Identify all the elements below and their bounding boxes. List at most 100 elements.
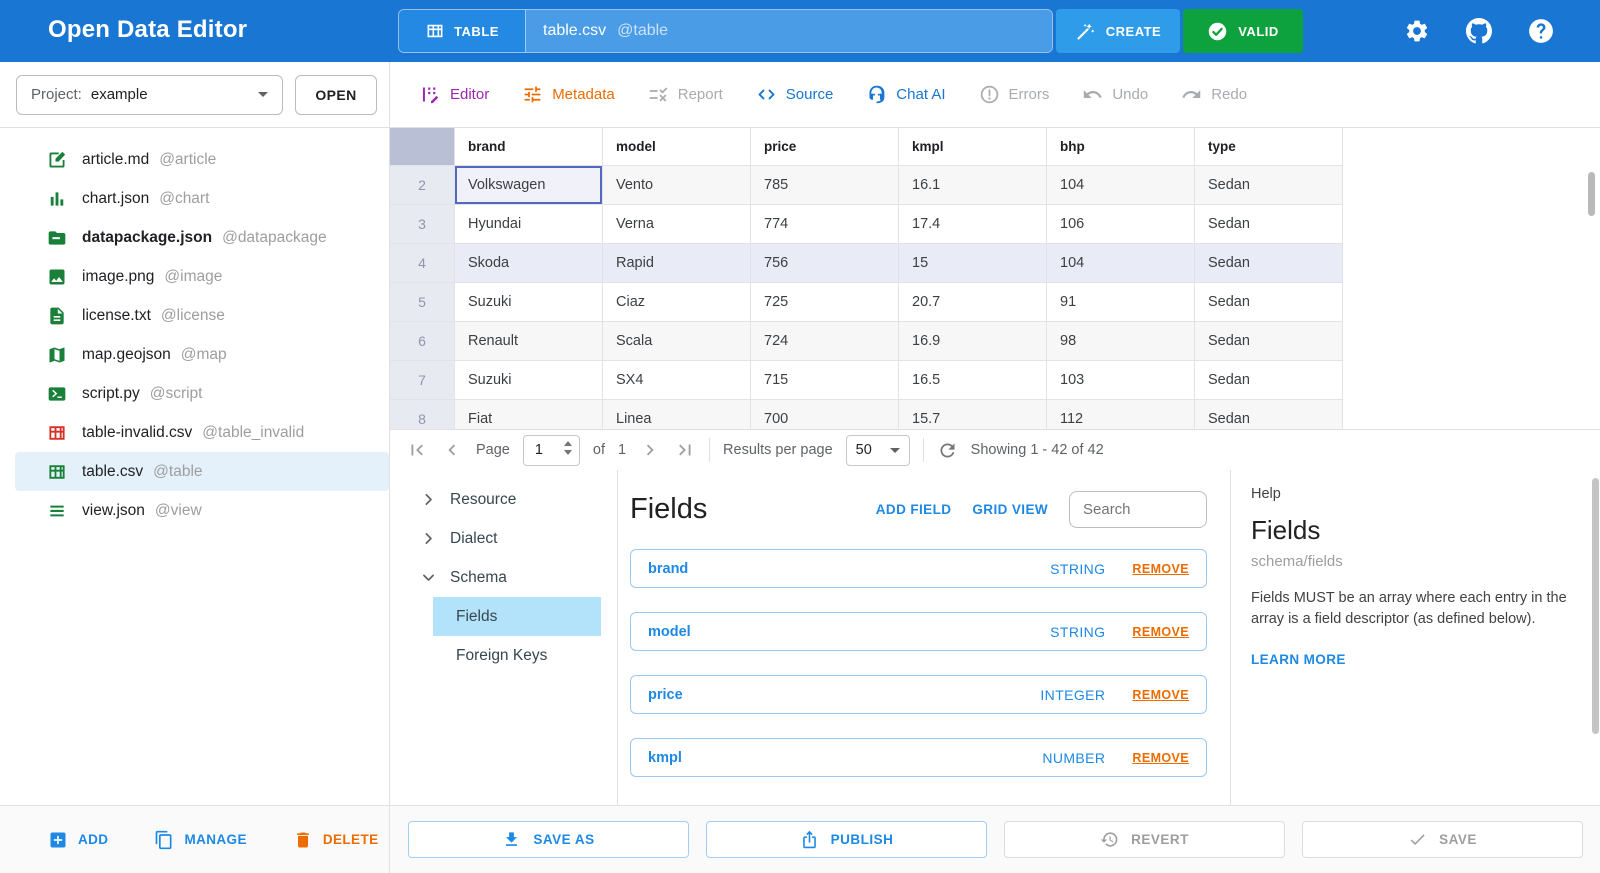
cell-price[interactable]: 725 bbox=[751, 283, 899, 322]
tab-redo[interactable]: Redo bbox=[1181, 84, 1247, 105]
next-page-button[interactable] bbox=[639, 439, 661, 461]
cell-price[interactable]: 724 bbox=[751, 322, 899, 361]
file-item-view-json[interactable]: view.json @view bbox=[0, 491, 389, 530]
help-icon[interactable] bbox=[1528, 18, 1554, 44]
column-header-type[interactable]: type bbox=[1195, 128, 1343, 166]
cell-model[interactable]: Rapid bbox=[603, 244, 751, 283]
tab-undo[interactable]: Undo bbox=[1082, 84, 1148, 105]
tab-errors[interactable]: Errors bbox=[979, 84, 1049, 105]
cell-brand[interactable]: Volkswagen bbox=[455, 166, 603, 205]
tree-item-resource[interactable]: Resource bbox=[390, 480, 617, 519]
cell-type[interactable]: Sedan bbox=[1195, 283, 1343, 322]
file-item-license-txt[interactable]: license.txt @license bbox=[0, 296, 389, 335]
cell-type[interactable]: Sedan bbox=[1195, 400, 1343, 429]
file-item-table-csv[interactable]: table.csv @table bbox=[15, 452, 389, 491]
cell-type[interactable]: Sedan bbox=[1195, 322, 1343, 361]
file-item-image-png[interactable]: image.png @image bbox=[0, 257, 389, 296]
cell-brand[interactable]: Hyundai bbox=[455, 205, 603, 244]
table-view-button[interactable]: TABLE bbox=[399, 10, 526, 52]
tree-item-foreign-keys[interactable]: Foreign Keys bbox=[433, 636, 601, 675]
cell-price[interactable]: 774 bbox=[751, 205, 899, 244]
column-header-kmpl[interactable]: kmpl bbox=[899, 128, 1047, 166]
grid-scrollbar[interactable] bbox=[1588, 172, 1595, 216]
cell-brand[interactable]: Skoda bbox=[455, 244, 603, 283]
cell-brand[interactable]: Renault bbox=[455, 322, 603, 361]
cell-kmpl[interactable]: 16.1 bbox=[899, 166, 1047, 205]
refresh-icon[interactable] bbox=[937, 440, 958, 461]
file-item-script-py[interactable]: script.py @script bbox=[0, 374, 389, 413]
first-page-button[interactable] bbox=[406, 439, 428, 461]
add-field-button[interactable]: ADD FIELD bbox=[875, 501, 952, 517]
last-page-button[interactable] bbox=[674, 439, 696, 461]
cell-bhp[interactable]: 98 bbox=[1047, 322, 1195, 361]
gear-icon[interactable] bbox=[1404, 18, 1430, 44]
page-input[interactable] bbox=[523, 442, 558, 458]
field-card-kmpl[interactable]: kmpl NUMBER REMOVE bbox=[630, 738, 1207, 777]
cell-kmpl[interactable]: 15.7 bbox=[899, 400, 1047, 429]
row-number[interactable]: 4 bbox=[390, 244, 455, 283]
row-number[interactable]: 5 bbox=[390, 283, 455, 322]
learn-more-link[interactable]: LEARN MORE bbox=[1251, 652, 1346, 668]
cell-bhp[interactable]: 112 bbox=[1047, 400, 1195, 429]
cell-type[interactable]: Sedan bbox=[1195, 166, 1343, 205]
row-number[interactable]: 2 bbox=[390, 166, 455, 205]
cell-brand[interactable]: Suzuki bbox=[455, 361, 603, 400]
cell-bhp[interactable]: 104 bbox=[1047, 244, 1195, 283]
revert-button[interactable]: REVERT bbox=[1004, 821, 1285, 858]
cell-price[interactable]: 715 bbox=[751, 361, 899, 400]
tab-chat-ai[interactable]: Chat AI bbox=[866, 84, 946, 105]
cell-kmpl[interactable]: 16.5 bbox=[899, 361, 1047, 400]
cell-brand[interactable]: Fiat bbox=[455, 400, 603, 429]
remove-field-link[interactable]: REMOVE bbox=[1132, 561, 1189, 576]
field-card-brand[interactable]: brand STRING REMOVE bbox=[630, 549, 1207, 588]
file-item-datapackage-json[interactable]: datapackage.json @datapackage bbox=[0, 218, 389, 257]
cell-kmpl[interactable]: 15 bbox=[899, 244, 1047, 283]
remove-field-link[interactable]: REMOVE bbox=[1132, 687, 1189, 702]
cell-type[interactable]: Sedan bbox=[1195, 361, 1343, 400]
grid-view-button[interactable]: GRID VIEW bbox=[972, 501, 1048, 517]
cell-model[interactable]: SX4 bbox=[603, 361, 751, 400]
cell-kmpl[interactable]: 16.9 bbox=[899, 322, 1047, 361]
column-header-brand[interactable]: brand bbox=[455, 128, 603, 166]
prev-page-button[interactable] bbox=[441, 439, 463, 461]
cell-bhp[interactable]: 104 bbox=[1047, 166, 1195, 205]
file-item-table-invalid-csv[interactable]: table-invalid.csv @table_invalid bbox=[0, 413, 389, 452]
add-button[interactable]: ADD bbox=[48, 830, 108, 850]
tab-editor[interactable]: Editor bbox=[420, 84, 489, 105]
save-button[interactable]: SAVE bbox=[1302, 821, 1583, 858]
column-header-model[interactable]: model bbox=[603, 128, 751, 166]
cell-price[interactable]: 756 bbox=[751, 244, 899, 283]
column-header-price[interactable]: price bbox=[751, 128, 899, 166]
tab-report[interactable]: Report bbox=[648, 84, 723, 105]
cell-price[interactable]: 700 bbox=[751, 400, 899, 429]
per-page-select[interactable]: 50 bbox=[845, 434, 910, 466]
cell-type[interactable]: Sedan bbox=[1195, 205, 1343, 244]
tree-item-dialect[interactable]: Dialect bbox=[390, 519, 617, 558]
cell-model[interactable]: Linea bbox=[603, 400, 751, 429]
row-number[interactable]: 6 bbox=[390, 322, 455, 361]
file-item-article-md[interactable]: article.md @article bbox=[0, 140, 389, 179]
search-input[interactable] bbox=[1069, 490, 1207, 528]
row-number[interactable]: 7 bbox=[390, 361, 455, 400]
project-select[interactable]: Project: example bbox=[16, 74, 283, 115]
row-number[interactable]: 8 bbox=[390, 400, 455, 429]
cell-model[interactable]: Scala bbox=[603, 322, 751, 361]
remove-field-link[interactable]: REMOVE bbox=[1132, 750, 1189, 765]
tree-item-schema[interactable]: Schema bbox=[390, 558, 617, 597]
cell-bhp[interactable]: 91 bbox=[1047, 283, 1195, 322]
tab-source[interactable]: Source bbox=[756, 84, 833, 105]
cell-bhp[interactable]: 103 bbox=[1047, 361, 1195, 400]
cell-model[interactable]: Verna bbox=[603, 205, 751, 244]
cell-model[interactable]: Vento bbox=[603, 166, 751, 205]
cell-brand[interactable]: Suzuki bbox=[455, 283, 603, 322]
field-card-model[interactable]: model STRING REMOVE bbox=[630, 612, 1207, 651]
cell-kmpl[interactable]: 20.7 bbox=[899, 283, 1047, 322]
field-card-price[interactable]: price INTEGER REMOVE bbox=[630, 675, 1207, 714]
github-icon[interactable] bbox=[1466, 18, 1492, 44]
save-as-button[interactable]: SAVE AS bbox=[408, 821, 689, 858]
grid-corner-cell[interactable] bbox=[390, 128, 455, 166]
cell-model[interactable]: Ciaz bbox=[603, 283, 751, 322]
page-decrement-icon[interactable] bbox=[563, 449, 572, 455]
tab-metadata[interactable]: Metadata bbox=[522, 84, 615, 105]
help-scrollbar[interactable] bbox=[1592, 478, 1599, 734]
